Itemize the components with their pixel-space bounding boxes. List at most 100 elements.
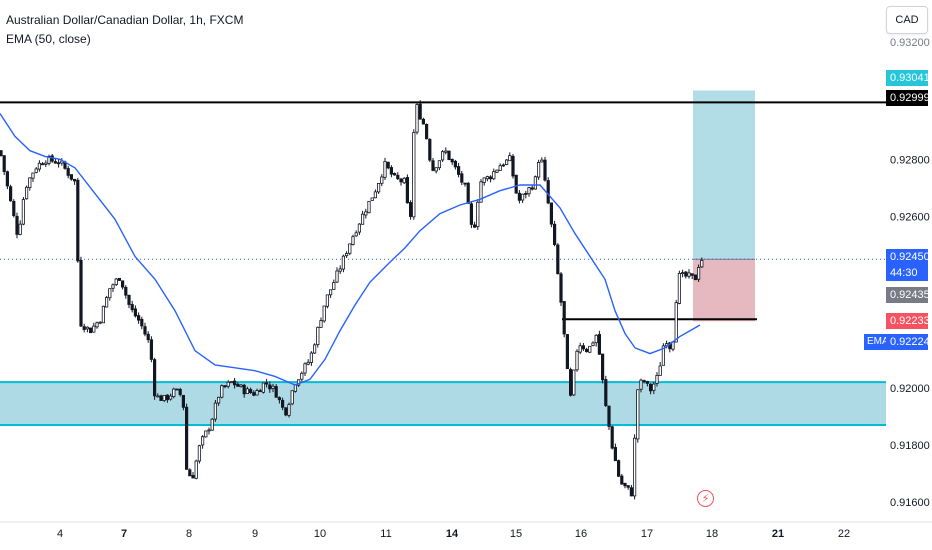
candle-down [152,359,157,397]
candle-down [511,155,515,177]
candle-up [18,223,22,235]
candle-down [76,179,80,262]
candle-down [450,158,454,163]
candle-down [280,399,285,408]
candle-down [136,315,141,321]
candle-down [252,392,256,396]
candle-down [8,186,13,202]
candle-down [5,171,9,187]
candle-up [485,176,490,180]
candle-up [101,305,105,324]
candle-down [546,180,550,204]
candle-up [24,186,29,200]
currency-button[interactable]: CAD [886,6,928,34]
candle-down [562,301,566,335]
resistance-price-label: 0.92999 [886,90,930,106]
candle-down [447,150,451,160]
candle-up [229,381,233,384]
candle-up [204,430,208,438]
candle-down [428,138,432,161]
candle-up [537,161,541,178]
candle-up [194,460,198,479]
candle-up [508,155,512,162]
candle-up [220,385,224,398]
candle-up [287,404,291,416]
candle-down [73,178,77,182]
candle-down [472,224,477,228]
candle-up [98,321,102,324]
candle-up [677,272,682,304]
candle-up [533,176,538,190]
candle-down [178,389,182,395]
candle-down [66,168,70,176]
candle-up [479,181,483,203]
candle-down [15,215,19,235]
candle-down [284,407,288,416]
candle-down [524,193,528,195]
candle-down [466,182,470,204]
y-tick-label: 0.92600 [890,211,930,223]
candle-up [332,282,336,290]
candle-up [168,395,173,400]
candle-down [159,395,163,401]
candle-up [476,201,480,228]
lightning-icon[interactable]: ⚡ [697,490,714,507]
candle-down [629,487,634,497]
candle-up [687,272,691,277]
candle-up [344,253,349,257]
candle-down [613,447,618,462]
candles [0,100,704,500]
x-tick-label: 10 [314,528,326,540]
candle-up [114,278,118,285]
candle-down [623,482,627,487]
ema-value-label: 0.92224 [886,334,930,350]
candle-up [172,388,176,397]
x-tick-label: 18 [706,528,718,540]
candle-down [597,334,602,355]
candle-down [460,173,464,183]
candle-down [117,277,121,281]
candle-down [604,379,608,407]
candle-down [610,426,614,449]
candle-down [146,333,150,341]
x-tick-label: 14 [446,528,459,540]
candle-up [383,161,387,178]
symbol-title[interactable]: Australian Dollar/Canadian Dollar, 1h, F… [6,13,244,27]
candle-down [12,200,16,216]
candle-down [559,273,563,303]
candle-down [248,389,253,394]
candle-down [130,304,134,311]
candle-up [28,177,32,188]
candle-down [645,380,650,384]
candle-down [469,203,474,225]
target-price-label: 0.93041 [886,70,930,86]
candle-up [498,165,502,171]
candle-up [271,385,275,389]
candle-down [264,382,269,385]
candle-up [239,384,243,388]
candle-up [261,382,266,393]
x-tick-label: 22 [838,528,850,540]
candle-down [184,406,189,470]
candle-down [684,271,688,277]
candle-down [565,334,570,370]
candle-up [207,429,211,432]
candle-up [652,383,656,391]
candle-up [306,361,310,365]
candle-up [661,345,666,366]
candle-up [197,445,201,462]
candle-up [303,363,307,374]
candle-down [549,202,554,225]
candle-up [572,369,576,396]
candle-up [440,151,445,161]
candle-up [373,191,378,199]
candle-up [226,381,230,387]
candle-up [415,104,419,133]
candle-up [495,169,499,173]
indicator-legend[interactable]: EMA (50, close) [6,32,91,46]
candle-up [521,193,525,201]
candle-up [354,232,358,237]
candle-up [578,345,582,353]
candle-up [434,167,438,172]
